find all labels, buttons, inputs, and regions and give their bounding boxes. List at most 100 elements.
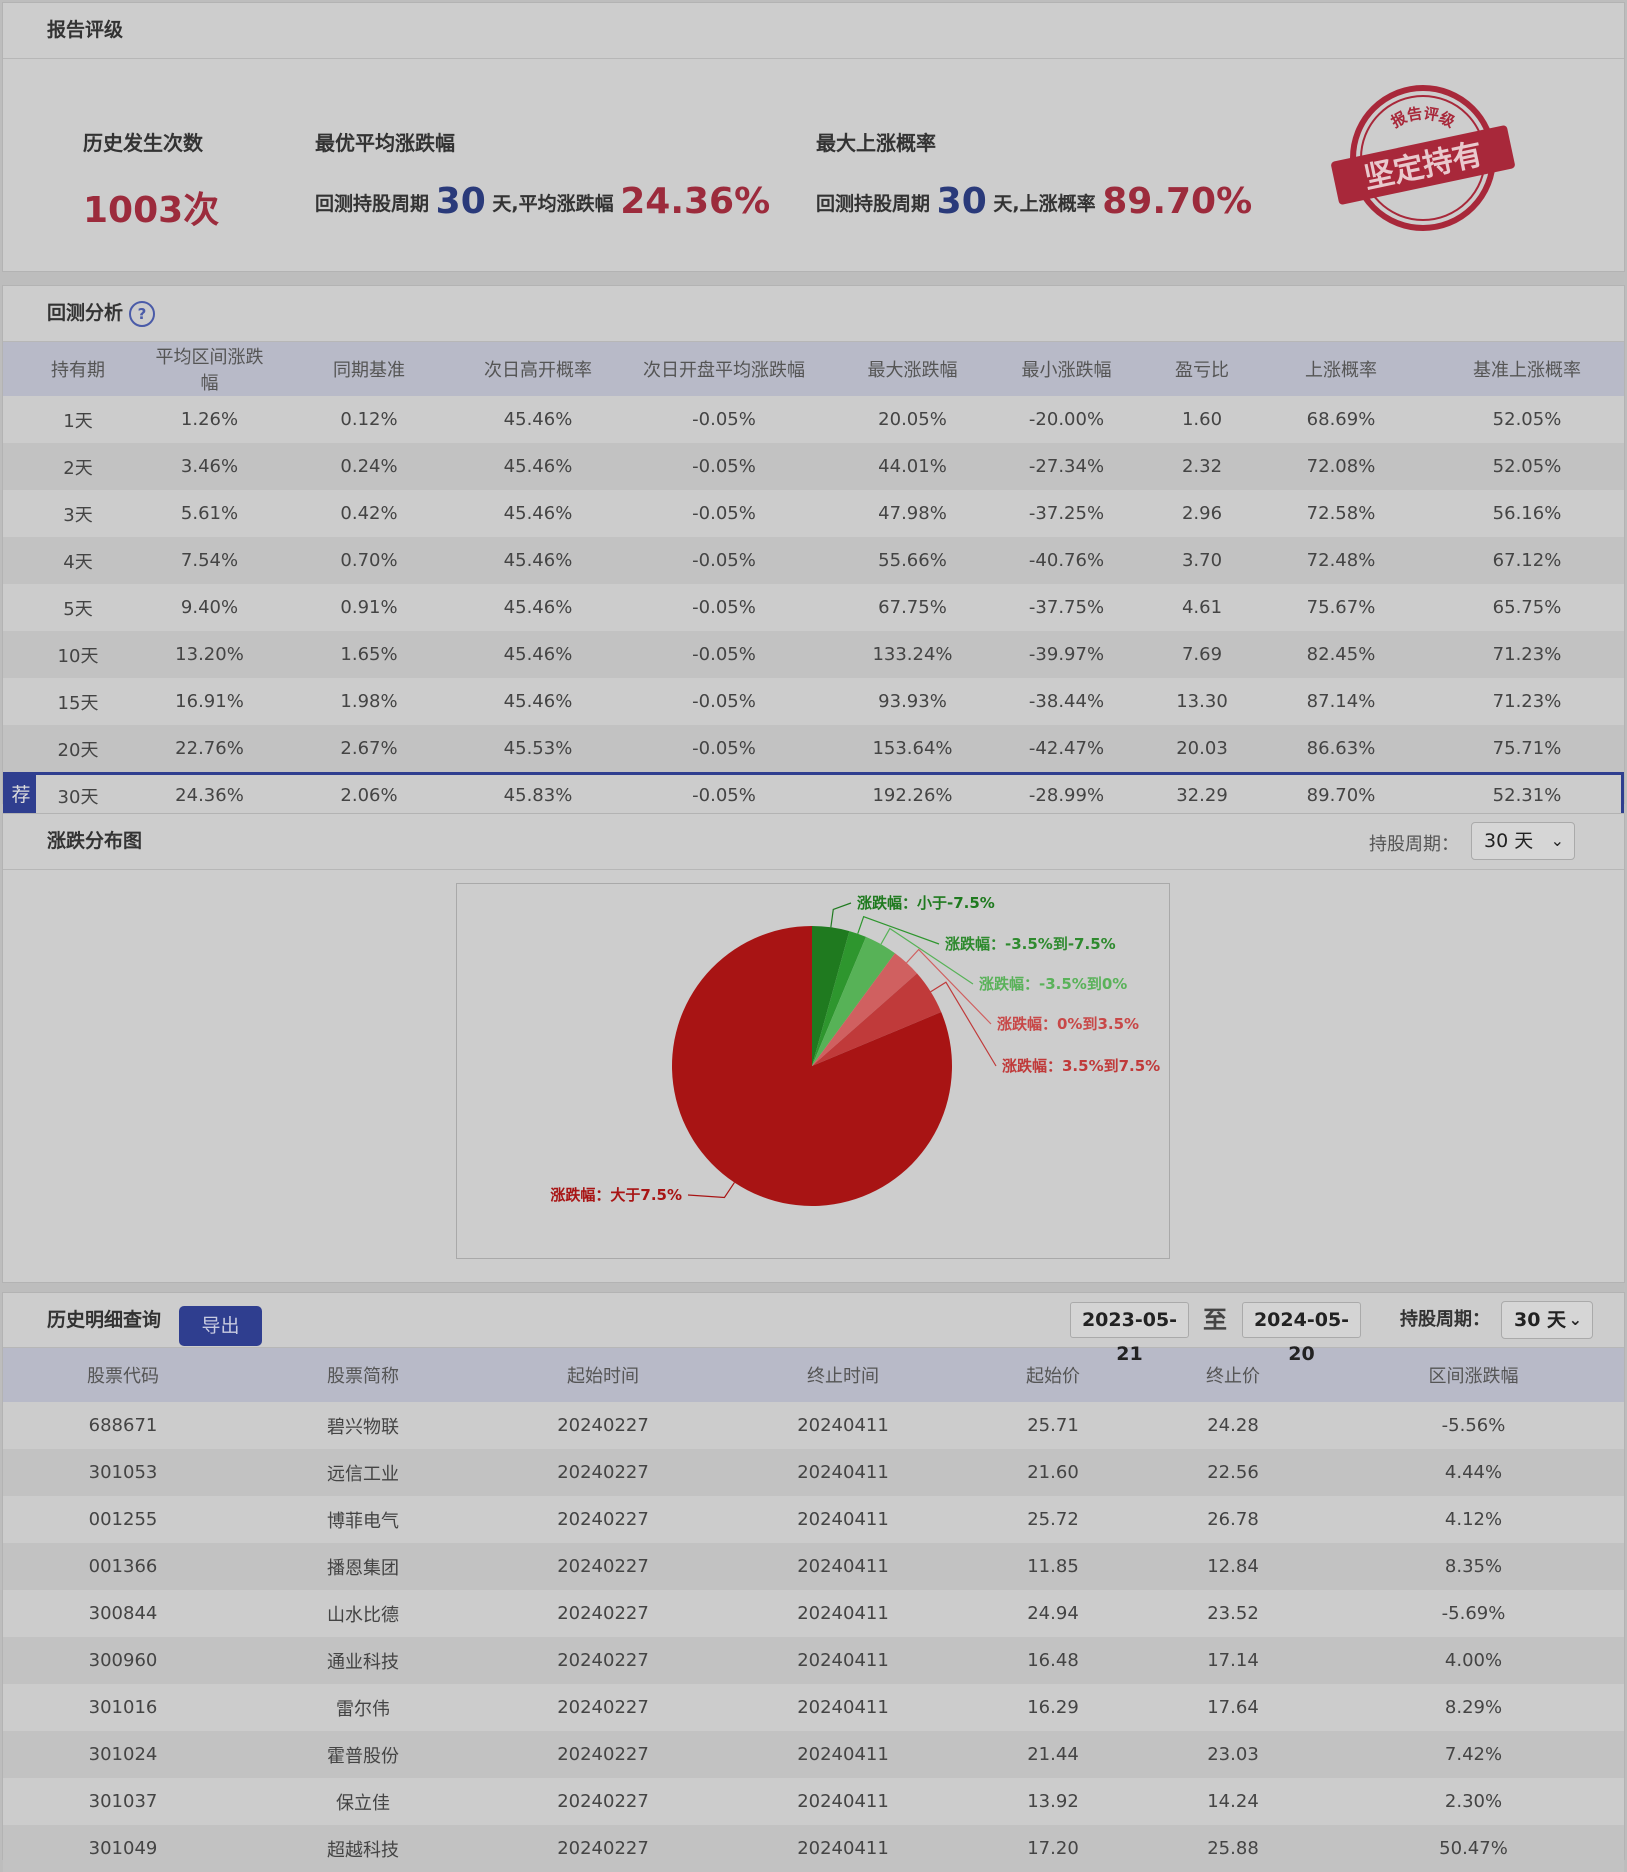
backtest-cell: 45.46% (503, 409, 573, 430)
date-to-input[interactable]: 2024-05-20 (1242, 1302, 1361, 1365)
history-row: 301049 超越科技 20240227 20240411 17.20 25.88 50.4… (3, 1825, 1624, 1872)
max-up-value: 89.70% (1102, 181, 1253, 222)
backtest-cell: 32.29 (1176, 785, 1228, 806)
backtest-cell: 52.05% (1492, 409, 1562, 430)
backtest-cell: 72.48% (1306, 550, 1376, 571)
history-cell: 17.20 (1027, 1838, 1079, 1859)
col-header: 区间涨跌幅 (1428, 1366, 1519, 1387)
backtest-cell: 20.03 (1176, 738, 1228, 759)
backtest-cell: 5天 (63, 598, 93, 620)
backtest-cell: -27.34% (1028, 456, 1105, 477)
backtest-cell: -0.05% (692, 409, 756, 430)
history-period-select[interactable]: 30 天 ⌄ (1501, 1301, 1593, 1339)
pie-slice[interactable] (812, 973, 942, 1066)
col-header: 最大涨跌幅 (867, 360, 958, 381)
history-cell: 20240227 (557, 1603, 649, 1624)
history-cell: 21.44 (1027, 1744, 1079, 1765)
backtest-cell: 45.46% (503, 644, 573, 665)
backtest-row: 3天 5.61% 0.42% 45.46% -0.05% 47.98% -37.25% 2.9… (3, 490, 1624, 537)
backtest-row: 2天 3.46% 0.24% 45.46% -0.05% 44.01% -27.34% 2.3… (3, 443, 1624, 490)
backtest-cell: 133.24% (872, 644, 953, 665)
chevron-down-icon: ⌄ (1550, 831, 1564, 850)
period-select-value: 30 天 (1484, 830, 1534, 852)
stock-name-link[interactable]: 碧兴物联 (327, 1416, 399, 1438)
backtest-cell: 13.30 (1176, 691, 1228, 712)
history-cell: 20240227 (557, 1556, 649, 1577)
backtest-cell: 16.91% (175, 691, 244, 712)
pie-label: 涨跌幅：大于7.5% (550, 1186, 682, 1204)
history-cell: 25.72 (1027, 1509, 1079, 1530)
history-cell: 20240227 (557, 1462, 649, 1483)
backtest-cell: 7.69 (1181, 644, 1223, 665)
change-pct-cell: 4.00% (1444, 1650, 1503, 1671)
history-cell: 301016 (88, 1697, 158, 1718)
occurrences-label: 历史发生次数 (83, 131, 203, 155)
history-cell: 20240411 (797, 1744, 889, 1765)
history-row: 001255 博菲电气 20240227 20240411 25.72 26.78 4.12… (3, 1496, 1624, 1543)
col-header: 同期基准 (333, 360, 405, 381)
stock-name-link[interactable]: 博菲电气 (327, 1510, 399, 1532)
backtest-cell: 45.46% (503, 691, 573, 712)
pie-slice[interactable] (672, 926, 952, 1206)
backtest-cell: 2.32 (1181, 456, 1223, 477)
svg-text:报告评级: 报告评级 (1388, 104, 1459, 132)
col-header: 终止价 (1206, 1366, 1260, 1387)
max-up-prefix: 回测持股周期 (816, 193, 931, 215)
change-pct-cell: -5.69% (1441, 1603, 1506, 1624)
backtest-cell: 52.31% (1492, 785, 1562, 806)
backtest-cell: 86.63% (1306, 738, 1376, 759)
best-avg-days: 30 (435, 181, 486, 222)
backtest-cell: -37.25% (1028, 503, 1105, 524)
backtest-cell: 4.61 (1181, 597, 1223, 618)
pie-slice[interactable] (812, 936, 895, 1066)
backtest-header-row: 持有期 平均区间涨跌幅 同期基准 次日高开概率 次日开盘平均涨跌幅 最大涨跌幅 … (3, 342, 1624, 396)
backtest-cell: 9.40% (180, 597, 239, 618)
date-from-input[interactable]: 2023-05-21 (1070, 1302, 1189, 1365)
pie-slice[interactable] (812, 931, 866, 1066)
backtest-cell: 45.46% (503, 503, 573, 524)
pie-label-line (830, 902, 852, 928)
col-header: 终止时间 (807, 1366, 879, 1387)
backtest-cell: 2.67% (340, 738, 398, 759)
stock-name-link[interactable]: 播恩集团 (327, 1557, 399, 1579)
history-cell: 16.29 (1027, 1697, 1079, 1718)
stock-name-link[interactable]: 通业科技 (327, 1651, 399, 1673)
history-panel: 历史明细查询 导出 2023-05-21 至 2024-05-20 持股周期： … (2, 1292, 1625, 1872)
backtest-cell: 1天 (63, 410, 93, 432)
stock-name-link[interactable]: 保立佳 (336, 1792, 390, 1814)
backtest-cell: 89.70% (1306, 785, 1376, 806)
col-header: 平均区间涨跌幅 (155, 347, 264, 394)
backtest-cell: 44.01% (878, 456, 947, 477)
pie-slice[interactable] (812, 953, 918, 1066)
backtest-row: 10天 13.20% 1.65% 45.46% -0.05% 133.24% -39.97%… (3, 631, 1624, 678)
history-cell: 16.48 (1027, 1650, 1079, 1671)
history-title: 历史明细查询 (47, 1309, 162, 1331)
backtest-cell: 2天 (63, 457, 93, 479)
history-cell: 001255 (88, 1509, 158, 1530)
best-avg-mid: 天,平均涨跌幅 (492, 193, 614, 215)
history-cell: 20240411 (797, 1838, 889, 1859)
history-header: 历史明细查询 导出 2023-05-21 至 2024-05-20 持股周期： … (3, 1293, 1624, 1365)
backtest-cell: 52.05% (1492, 456, 1562, 477)
backtest-cell: 71.23% (1492, 691, 1562, 712)
backtest-cell: 71.23% (1492, 644, 1562, 665)
col-header: 持有期 (51, 360, 105, 381)
change-pct-cell: 7.42% (1444, 1744, 1503, 1765)
export-button[interactable]: 导出 (179, 1306, 262, 1346)
history-cell: 20240411 (797, 1415, 889, 1436)
help-icon[interactable]: ? (129, 300, 156, 327)
stock-name-link[interactable]: 山水比德 (327, 1604, 399, 1626)
col-header: 最小涨跌幅 (1021, 360, 1112, 381)
history-cell: 301024 (88, 1744, 158, 1765)
stock-name-link[interactable]: 霍普股份 (327, 1745, 399, 1767)
backtest-cell: 153.64% (872, 738, 953, 759)
backtest-cell: 45.83% (503, 785, 573, 806)
stock-name-link[interactable]: 远信工业 (327, 1463, 399, 1485)
backtest-cell: -20.00% (1028, 409, 1105, 430)
change-pct-cell: 4.44% (1444, 1462, 1503, 1483)
pie-slice[interactable] (812, 926, 850, 1066)
stock-name-link[interactable]: 雷尔伟 (336, 1698, 390, 1720)
holding-period-text: 30天 (57, 786, 99, 808)
period-select[interactable]: 30 天 ⌄ (1471, 822, 1575, 860)
stock-name-link[interactable]: 超越科技 (327, 1839, 399, 1861)
